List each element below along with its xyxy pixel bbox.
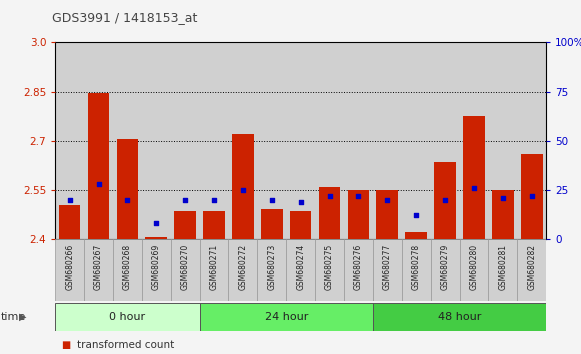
Bar — [463, 116, 485, 239]
Point — [325, 193, 334, 199]
Text: GSM680273: GSM680273 — [267, 244, 277, 290]
Bar — [406, 233, 427, 239]
Bar — [257, 42, 286, 239]
Bar — [319, 187, 340, 239]
Text: GSM680266: GSM680266 — [65, 244, 74, 290]
Bar — [142, 239, 171, 301]
Point — [181, 197, 190, 202]
Text: GSM680269: GSM680269 — [152, 244, 161, 290]
Bar — [373, 303, 546, 331]
Bar — [200, 303, 373, 331]
Bar — [517, 42, 546, 239]
Text: GSM680277: GSM680277 — [383, 244, 392, 290]
Bar — [521, 154, 543, 239]
Bar — [203, 211, 225, 239]
Bar — [117, 139, 138, 239]
Bar — [401, 239, 431, 301]
Text: GSM680282: GSM680282 — [527, 244, 536, 290]
Bar — [84, 42, 113, 239]
Bar — [489, 239, 517, 301]
Bar — [401, 42, 431, 239]
Point — [498, 195, 507, 200]
Point — [238, 187, 248, 193]
Bar — [228, 239, 257, 301]
Text: GSM680279: GSM680279 — [440, 244, 450, 290]
Bar — [344, 42, 373, 239]
Point — [209, 197, 218, 202]
Bar — [55, 42, 84, 239]
Point — [267, 197, 277, 202]
Bar — [200, 42, 228, 239]
Bar — [200, 239, 228, 301]
Text: 24 hour: 24 hour — [264, 312, 308, 322]
Bar — [431, 42, 460, 239]
Text: GSM680278: GSM680278 — [412, 244, 421, 290]
Point — [527, 193, 536, 199]
Bar — [88, 93, 109, 239]
Bar — [315, 239, 344, 301]
Text: 48 hour: 48 hour — [438, 312, 481, 322]
Bar — [290, 211, 311, 239]
Text: GSM680267: GSM680267 — [94, 244, 103, 290]
Point — [383, 197, 392, 202]
Text: time: time — [1, 312, 26, 322]
Text: transformed count: transformed count — [77, 340, 174, 350]
Bar — [286, 42, 315, 239]
Text: GSM680272: GSM680272 — [238, 244, 248, 290]
Bar — [460, 239, 489, 301]
Bar — [232, 134, 254, 239]
Text: GSM680280: GSM680280 — [469, 244, 478, 290]
Bar — [460, 42, 489, 239]
Point — [94, 181, 103, 187]
Text: ■: ■ — [61, 340, 70, 350]
Bar — [517, 239, 546, 301]
Bar — [59, 205, 80, 239]
Bar — [171, 239, 200, 301]
Text: GSM680274: GSM680274 — [296, 244, 305, 290]
Bar — [434, 162, 456, 239]
Point — [469, 185, 479, 191]
Bar — [431, 239, 460, 301]
Point — [65, 197, 74, 202]
Text: GDS3991 / 1418153_at: GDS3991 / 1418153_at — [52, 11, 198, 24]
Bar — [145, 237, 167, 239]
Bar — [113, 42, 142, 239]
Bar — [257, 239, 286, 301]
Bar — [373, 239, 401, 301]
Bar — [171, 42, 200, 239]
Bar — [142, 42, 171, 239]
Point — [411, 212, 421, 218]
Text: GSM680275: GSM680275 — [325, 244, 334, 290]
Bar — [84, 239, 113, 301]
Text: GSM680270: GSM680270 — [181, 244, 189, 290]
Point — [440, 197, 450, 202]
Text: GSM680281: GSM680281 — [498, 244, 507, 290]
Point — [354, 193, 363, 199]
Point — [152, 221, 161, 226]
Text: 0 hour: 0 hour — [109, 312, 145, 322]
Bar — [55, 303, 200, 331]
Text: GSM680271: GSM680271 — [210, 244, 218, 290]
Bar — [492, 190, 514, 239]
Point — [296, 199, 306, 205]
Bar — [261, 210, 282, 239]
Bar — [489, 42, 517, 239]
Text: GSM680268: GSM680268 — [123, 244, 132, 290]
Bar — [347, 190, 370, 239]
Bar — [315, 42, 344, 239]
Bar — [344, 239, 373, 301]
Text: ▶: ▶ — [19, 312, 27, 322]
Bar — [286, 239, 315, 301]
Point — [123, 197, 132, 202]
Bar — [228, 42, 257, 239]
Bar — [376, 190, 398, 239]
Bar — [373, 42, 401, 239]
Bar — [55, 239, 84, 301]
Bar — [174, 211, 196, 239]
Bar — [113, 239, 142, 301]
Text: GSM680276: GSM680276 — [354, 244, 363, 290]
